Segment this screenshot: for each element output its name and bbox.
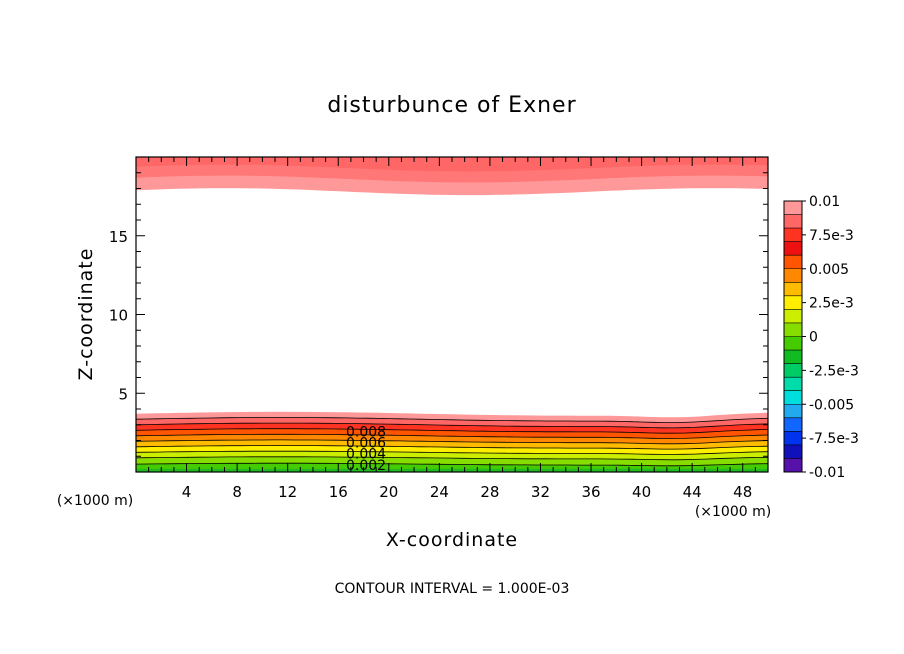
colorbar-label: -2.5e-3 [809,363,859,379]
contour-interval-note: CONTOUR INTERVAL = 1.000E-03 [335,581,570,597]
contour-label: 0.004 [346,446,386,462]
colorbar-swatch [784,404,802,419]
bottom-contour-line [135,422,769,429]
bottom-contour-line [135,439,769,445]
colorbar-swatch [784,458,802,473]
chart-title: disturbunce of Exner [327,93,576,118]
colorbar-label: -0.01 [809,465,845,481]
x-tick-label: 24 [430,483,449,501]
y-axis: 5 10 15 [109,172,768,457]
x-unit-left: (×1000 m) [57,493,133,509]
colorbar: 0.01 7.5e-3 0.005 2.5e-3 0 -2.5e-3 -0.005 -7.5e… [783,194,859,481]
bottom-contour-line [135,456,769,461]
contour-label: 0.006 [346,435,386,451]
y-axis-label: Z-coordinate [75,248,97,381]
colorbar-swatch [784,282,802,297]
colorbar-swatch [784,255,802,270]
x-tick-label: 36 [581,483,600,501]
x-tick-label: 40 [632,483,651,501]
top-level-fill [136,157,768,172]
colorbar-label: 0.01 [809,194,840,210]
colorbar-swatch [784,363,802,378]
colorbar-label: 0 [809,330,818,346]
colorbar-swatch [784,214,802,229]
contour-fills [136,157,768,472]
x-tick-label: 28 [480,483,499,501]
colorbar-swatch [784,390,802,405]
y-tick-label: 5 [118,385,128,403]
colorbar-swatch [784,417,802,432]
colorbar-swatch [784,444,802,459]
x-axis-label: X-coordinate [386,529,518,551]
x-tick-label: 4 [182,483,192,501]
x-tick-label: 32 [531,483,550,501]
x-tick-label: 16 [329,483,348,501]
colorbar-swatch [784,201,802,215]
colorbar-swatch [784,241,802,256]
colorbar-label: 7.5e-3 [809,228,854,244]
colorbar-swatch [784,336,802,351]
bottom-contour-line [135,450,769,455]
y-tick-label: 15 [109,228,128,246]
x-axis: 4 8 12 16 20 24 28 32 36 40 44 48 [148,157,756,501]
colorbar-swatch [784,228,802,242]
colorbar-swatch [784,309,802,324]
x-tick-label: 48 [733,483,752,501]
y-tick-label: 10 [109,307,128,325]
colorbar-swatch [784,431,802,446]
x-tick-label: 12 [278,483,297,501]
colorbar-swatch [784,268,802,283]
contour-label: 0.008 [346,424,386,440]
x-tick-label: 20 [379,483,398,501]
bottom-contour-line [135,445,769,450]
bottom-contour-line [135,433,769,439]
colorbar-label: -7.5e-3 [809,431,859,447]
colorbar-label: 0.005 [809,262,849,278]
colorbar-swatch [784,322,802,337]
colorbar-label: -0.005 [809,397,854,413]
colorbar-swatch [784,377,802,391]
x-unit-right: (×1000 m) [695,504,771,520]
x-tick-label: 8 [232,483,242,501]
colorbar-swatch [784,295,802,310]
colorbar-label: 2.5e-3 [809,296,854,312]
contour-lines [135,417,769,467]
x-tick-label: 44 [683,483,702,501]
colorbar-swatch [784,350,802,364]
bottom-contour-line [135,428,769,434]
bottom-contour-line [135,462,769,467]
bottom-contour-line [135,417,769,424]
